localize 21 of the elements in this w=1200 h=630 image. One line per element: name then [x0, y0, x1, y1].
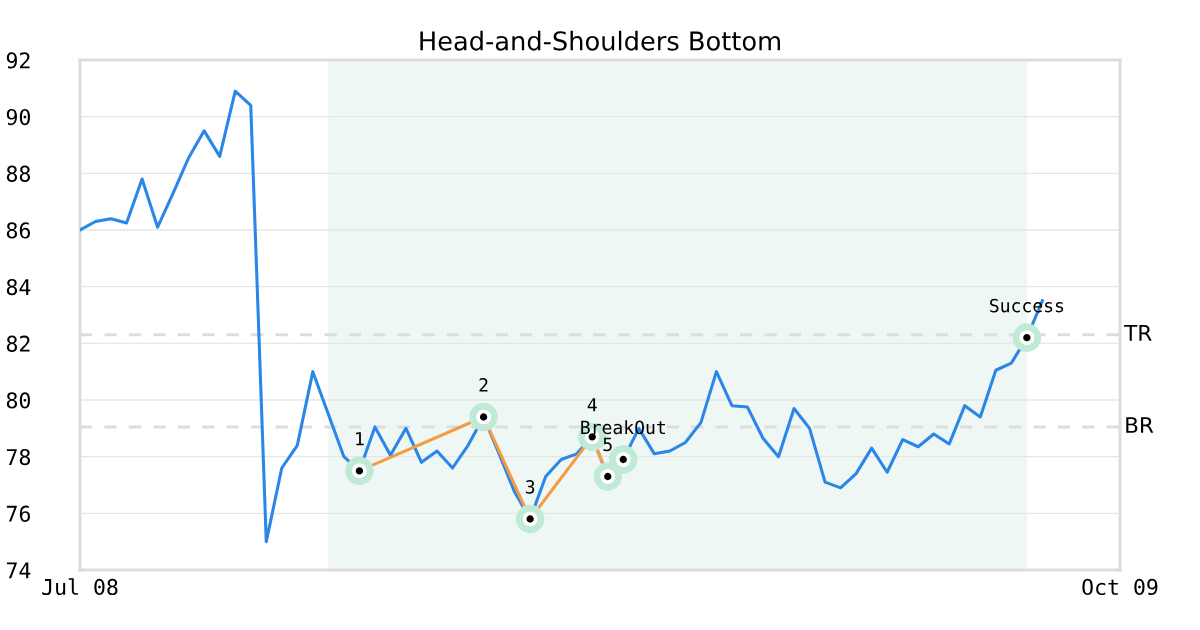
annotation: 1 [356, 432, 364, 446]
y-tick-label: 92 [6, 52, 30, 69]
annotation: BreakOut [581, 420, 665, 435]
y-tick-label: 84 [6, 278, 31, 296]
x-tick-label: Oct 09 [1082, 578, 1158, 596]
y-tick-label: 80 [6, 392, 30, 409]
annotation: 5 [603, 437, 612, 452]
ref-line-label: TR [1124, 325, 1152, 341]
y-tick-label: 78 [6, 448, 31, 466]
y-tick-label: 82 [6, 335, 30, 352]
chart-title: Head-and-Shoulders Bottom [420, 30, 780, 51]
y-tick-label: 90 [6, 108, 30, 126]
annotation: 4 [587, 398, 597, 412]
y-tick-label: 86 [6, 222, 30, 239]
annotation: 3 [525, 480, 535, 494]
ref-line-label: BR [1126, 417, 1154, 433]
y-tick-label: 76 [6, 505, 30, 522]
annotation: 2 [479, 378, 488, 392]
y-tick-label: 88 [6, 165, 31, 182]
x-tick-label: Jul 08 [42, 578, 118, 596]
y-tick-label: 74 [6, 562, 31, 579]
